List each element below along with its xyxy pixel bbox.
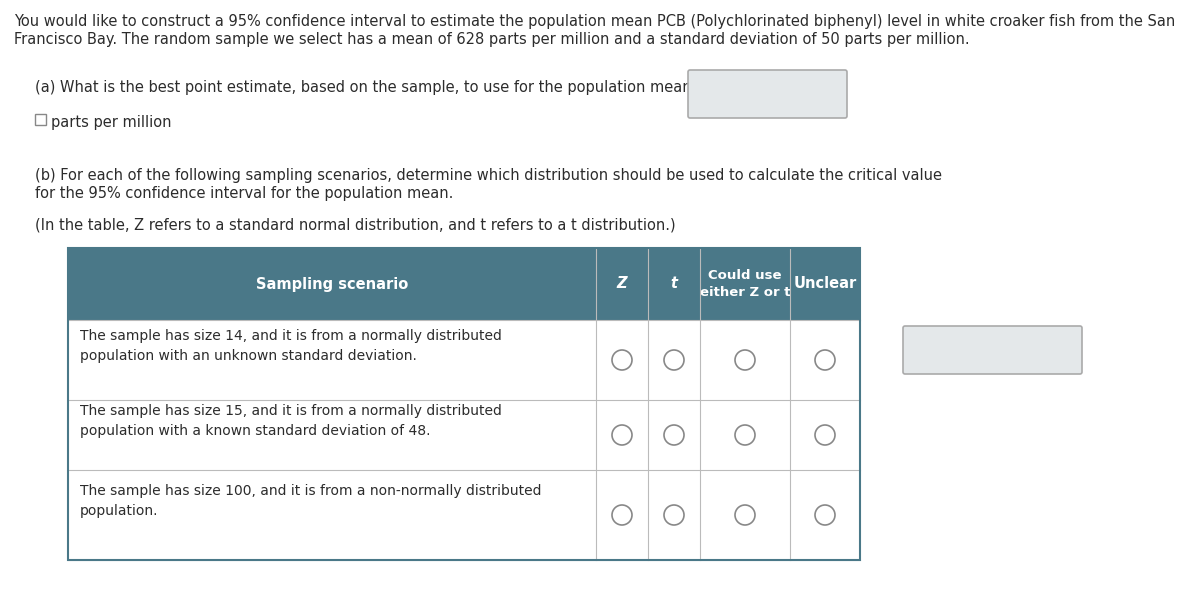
- FancyBboxPatch shape: [68, 320, 860, 400]
- Text: The sample has size 100, and it is from a non-normally distributed
population.: The sample has size 100, and it is from …: [80, 483, 541, 518]
- Text: You would like to construct a 95% confidence interval to estimate the population: You would like to construct a 95% confid…: [14, 14, 1175, 29]
- FancyBboxPatch shape: [68, 470, 860, 560]
- FancyBboxPatch shape: [68, 248, 860, 320]
- Text: parts per million: parts per million: [50, 115, 172, 130]
- FancyBboxPatch shape: [688, 70, 847, 118]
- Text: Could use
either Z or t: Could use either Z or t: [700, 269, 791, 299]
- Text: The sample has size 14, and it is from a normally distributed
population with an: The sample has size 14, and it is from a…: [80, 329, 502, 363]
- FancyBboxPatch shape: [904, 326, 1082, 374]
- Text: ↺: ↺: [790, 85, 806, 103]
- Text: The sample has size 15, and it is from a normally distributed
population with a : The sample has size 15, and it is from a…: [80, 404, 502, 439]
- Text: Francisco Bay. The random sample we select has a mean of 628 parts per million a: Francisco Bay. The random sample we sele…: [14, 32, 970, 47]
- Text: for the 95% confidence interval for the population mean.: for the 95% confidence interval for the …: [35, 186, 454, 201]
- Text: Z: Z: [617, 277, 628, 291]
- Text: (In the table, Z refers to a standard normal distribution, and t refers to a t d: (In the table, Z refers to a standard no…: [35, 218, 676, 233]
- FancyBboxPatch shape: [68, 400, 860, 470]
- Text: t: t: [671, 277, 678, 291]
- Text: (a) What is the best point estimate, based on the sample, to use for the populat: (a) What is the best point estimate, bas…: [35, 80, 700, 95]
- Text: Sampling scenario: Sampling scenario: [256, 277, 408, 291]
- FancyBboxPatch shape: [35, 114, 46, 125]
- Text: ✕: ✕: [949, 341, 965, 359]
- Text: (b) For each of the following sampling scenarios, determine which distribution s: (b) For each of the following sampling s…: [35, 168, 942, 183]
- Text: Unclear: Unclear: [793, 277, 857, 291]
- Text: ↺: ↺: [1019, 340, 1036, 359]
- Text: ✕: ✕: [725, 85, 739, 103]
